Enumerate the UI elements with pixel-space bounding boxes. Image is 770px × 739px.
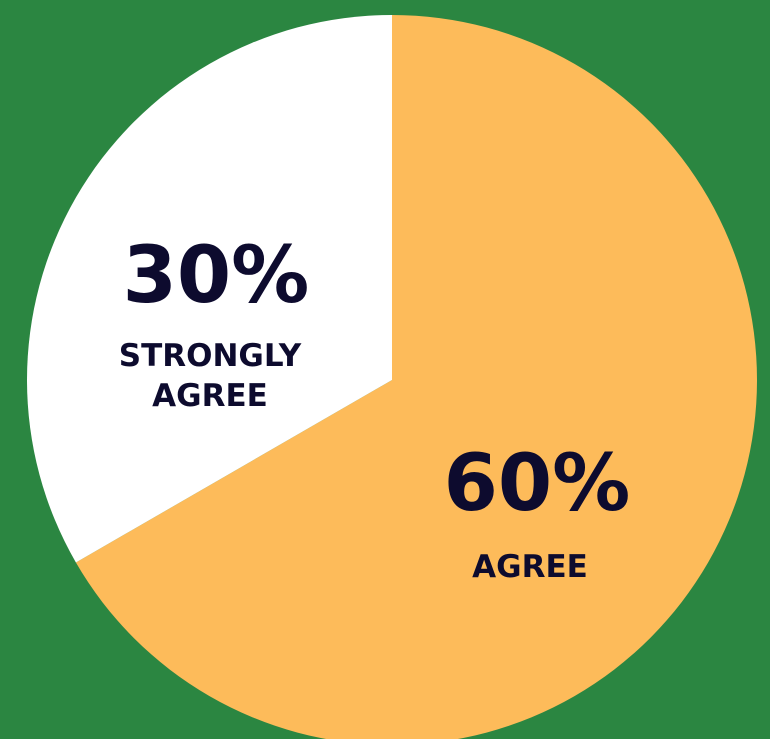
pie-slice-1 (75, 15, 757, 739)
slice-1-percent-label: 60% (444, 439, 631, 529)
slice-1-category-label-line-1: AGREE (472, 549, 588, 585)
slice-2-category-label-line-1: STRONGLY (119, 338, 302, 374)
pie-slice-2 (26, 15, 392, 563)
slice-2-percent-label: 30% (123, 231, 310, 321)
slice-2-category-label-line-2: AGREE (152, 378, 268, 414)
